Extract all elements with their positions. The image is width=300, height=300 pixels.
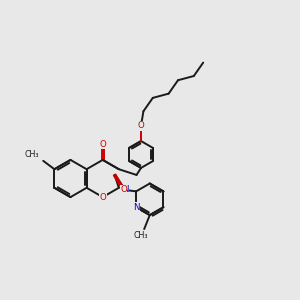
Text: O: O — [138, 121, 144, 130]
Text: O: O — [120, 185, 127, 194]
Text: O: O — [99, 140, 106, 148]
Text: N: N — [122, 185, 129, 194]
Text: O: O — [99, 193, 106, 202]
Text: CH₃: CH₃ — [134, 231, 148, 240]
Text: CH₃: CH₃ — [24, 150, 39, 159]
Text: N: N — [133, 203, 139, 212]
